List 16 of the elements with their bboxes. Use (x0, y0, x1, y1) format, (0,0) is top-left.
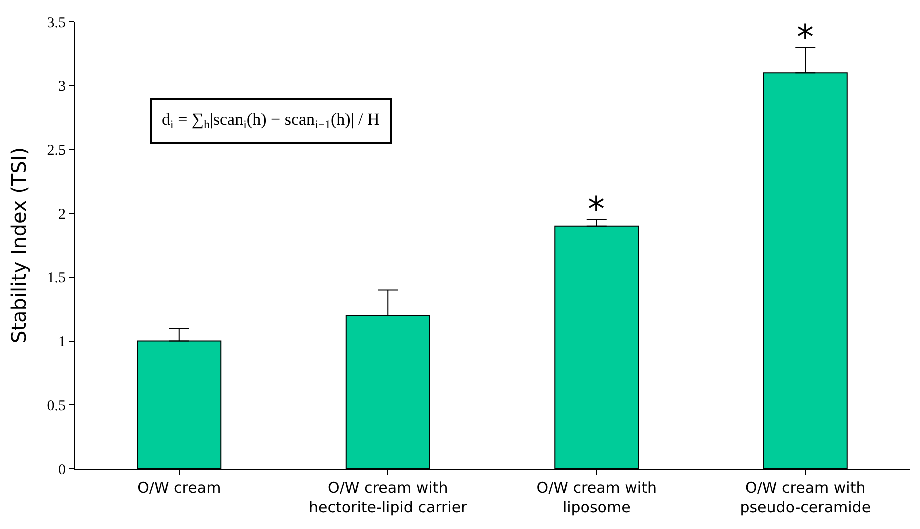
y-tick-label: 0.5 (47, 398, 66, 414)
text: d$_{i}$ = ∑$_{h}$|scan$_{i}$(h) − scan$_{i−1}$(h)| / H (162, 110, 380, 132)
y-tick-label: 3 (58, 79, 66, 96)
y-tick-label: 2.5 (47, 142, 66, 159)
annotation: * (588, 190, 605, 230)
x-tick-label: O/W cream (138, 479, 222, 497)
y-tick-label: 1 (58, 334, 66, 351)
y-tick-label: 1.5 (47, 270, 66, 287)
y-tick-label: 0 (58, 462, 66, 478)
x-tick-label: O/W cream with liposome (536, 479, 657, 516)
y-tick-label: 2 (58, 206, 66, 223)
annotation: * (797, 18, 814, 58)
y-tick-label: 3.5 (47, 15, 66, 32)
x-tick-label: O/W cream with pseudo-ceramide (740, 479, 872, 516)
x-tick-label: O/W cream with hectorite-lipid carrier (308, 479, 468, 516)
y-axis-title: Stability Index (TSI) (6, 147, 31, 344)
